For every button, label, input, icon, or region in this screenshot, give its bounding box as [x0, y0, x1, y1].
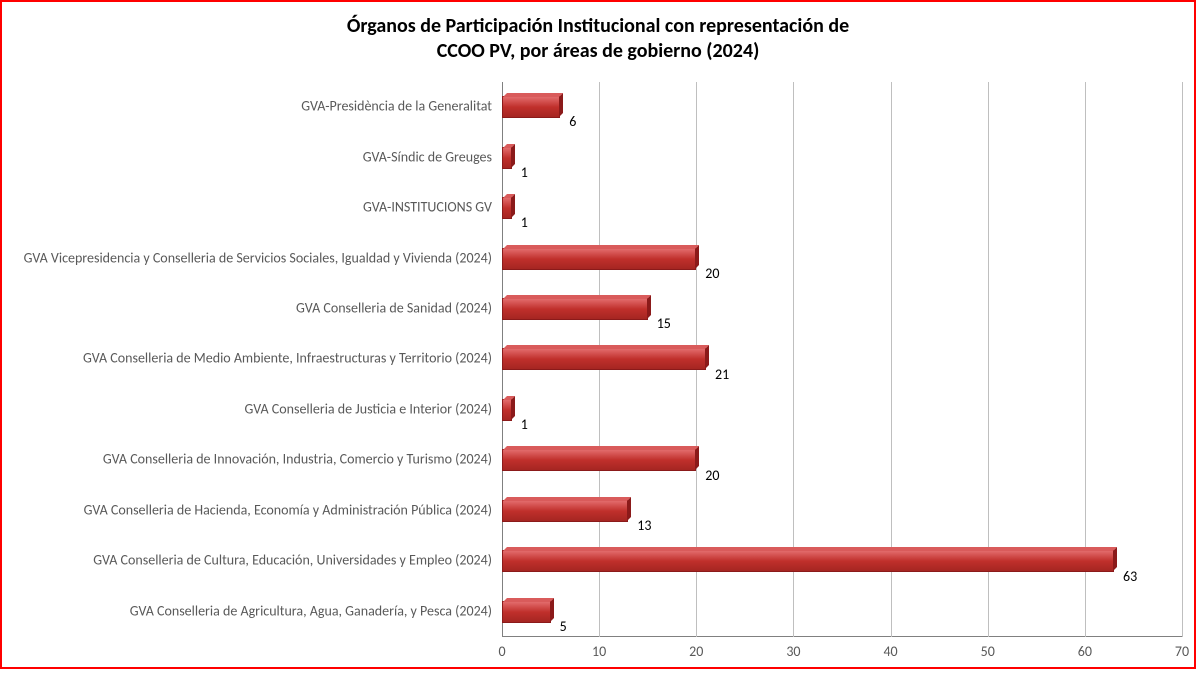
category-label: GVA-INSTITUCIONS GV — [12, 200, 492, 217]
category-label: GVA Conselleria de Cultura, Educación, U… — [12, 553, 492, 570]
chart-title-line1: Órganos de Participación Institucional c… — [347, 14, 849, 38]
x-tick-label: 10 — [592, 643, 606, 660]
bar-value-label: 1 — [521, 414, 528, 436]
bar: 20 — [502, 449, 696, 471]
x-tick-label: 70 — [1175, 643, 1189, 660]
bar-value-label: 1 — [521, 162, 528, 184]
x-tick-label: 40 — [883, 643, 897, 660]
x-tick-label: 0 — [498, 643, 505, 660]
bar-row: GVA Conselleria de Innovación, Industria… — [502, 435, 1182, 485]
x-tick-label: 20 — [689, 643, 703, 660]
bar-row: GVA-Síndic de Greuges1 — [502, 132, 1182, 182]
bar-value-label: 20 — [705, 465, 719, 487]
bar-row: GVA-Presidència de la Generalitat6 — [502, 82, 1182, 132]
bar: 1 — [502, 197, 512, 219]
bar-row: GVA Conselleria de Justicia e Interior (… — [502, 385, 1182, 435]
category-label: GVA-Síndic de Greuges — [12, 149, 492, 166]
bar: 1 — [502, 147, 512, 169]
bar: 63 — [502, 550, 1114, 572]
chart-container: Órganos de Participación Institucional c… — [0, 0, 1196, 669]
bar-value-label: 20 — [705, 263, 719, 285]
category-label: GVA Conselleria de Hacienda, Economía y … — [12, 502, 492, 519]
bar-value-label: 13 — [637, 515, 651, 537]
gridline — [1182, 82, 1183, 637]
bar: 20 — [502, 248, 696, 270]
bar: 1 — [502, 399, 512, 421]
category-label: GVA Conselleria de Medio Ambiente, Infra… — [12, 351, 492, 368]
chart-title: Órganos de Participación Institucional c… — [2, 2, 1194, 64]
x-tick-label: 60 — [1078, 643, 1092, 660]
bar: 13 — [502, 500, 628, 522]
bar-row: GVA Conselleria de Sanidad (2024)15 — [502, 284, 1182, 334]
bar-row: GVA Conselleria de Hacienda, Economía y … — [502, 486, 1182, 536]
bar-value-label: 6 — [569, 111, 576, 133]
category-label: GVA Conselleria de Agricultura, Agua, Ga… — [12, 603, 492, 620]
bar: 5 — [502, 601, 551, 623]
category-label: GVA Conselleria de Innovación, Industria… — [12, 452, 492, 469]
bar: 21 — [502, 348, 706, 370]
x-tick-label: 30 — [786, 643, 800, 660]
category-label: GVA Conselleria de Sanidad (2024) — [12, 301, 492, 318]
bar-row: GVA Conselleria de Cultura, Educación, U… — [502, 536, 1182, 586]
plot-area: 010203040506070GVA-Presidència de la Gen… — [502, 82, 1182, 637]
category-label: GVA Conselleria de Justicia e Interior (… — [12, 402, 492, 419]
category-label: GVA-Presidència de la Generalitat — [12, 99, 492, 116]
category-label: GVA Vicepresidencia y Conselleria de Ser… — [12, 250, 492, 267]
bar-value-label: 15 — [657, 313, 671, 335]
bar-value-label: 1 — [521, 212, 528, 234]
bar-row: GVA Vicepresidencia y Conselleria de Ser… — [502, 233, 1182, 283]
bar-value-label: 21 — [715, 364, 729, 386]
chart-title-line2: CCOO PV, por áreas de gobierno (2024) — [437, 39, 760, 63]
bar-value-label: 63 — [1123, 566, 1137, 588]
bar: 15 — [502, 298, 648, 320]
bar-row: GVA-INSTITUCIONS GV1 — [502, 183, 1182, 233]
bar: 6 — [502, 96, 560, 118]
bar-row: GVA Conselleria de Agricultura, Agua, Ga… — [502, 587, 1182, 637]
x-tick-label: 50 — [981, 643, 995, 660]
bar-row: GVA Conselleria de Medio Ambiente, Infra… — [502, 334, 1182, 384]
bar-value-label: 5 — [560, 616, 567, 638]
